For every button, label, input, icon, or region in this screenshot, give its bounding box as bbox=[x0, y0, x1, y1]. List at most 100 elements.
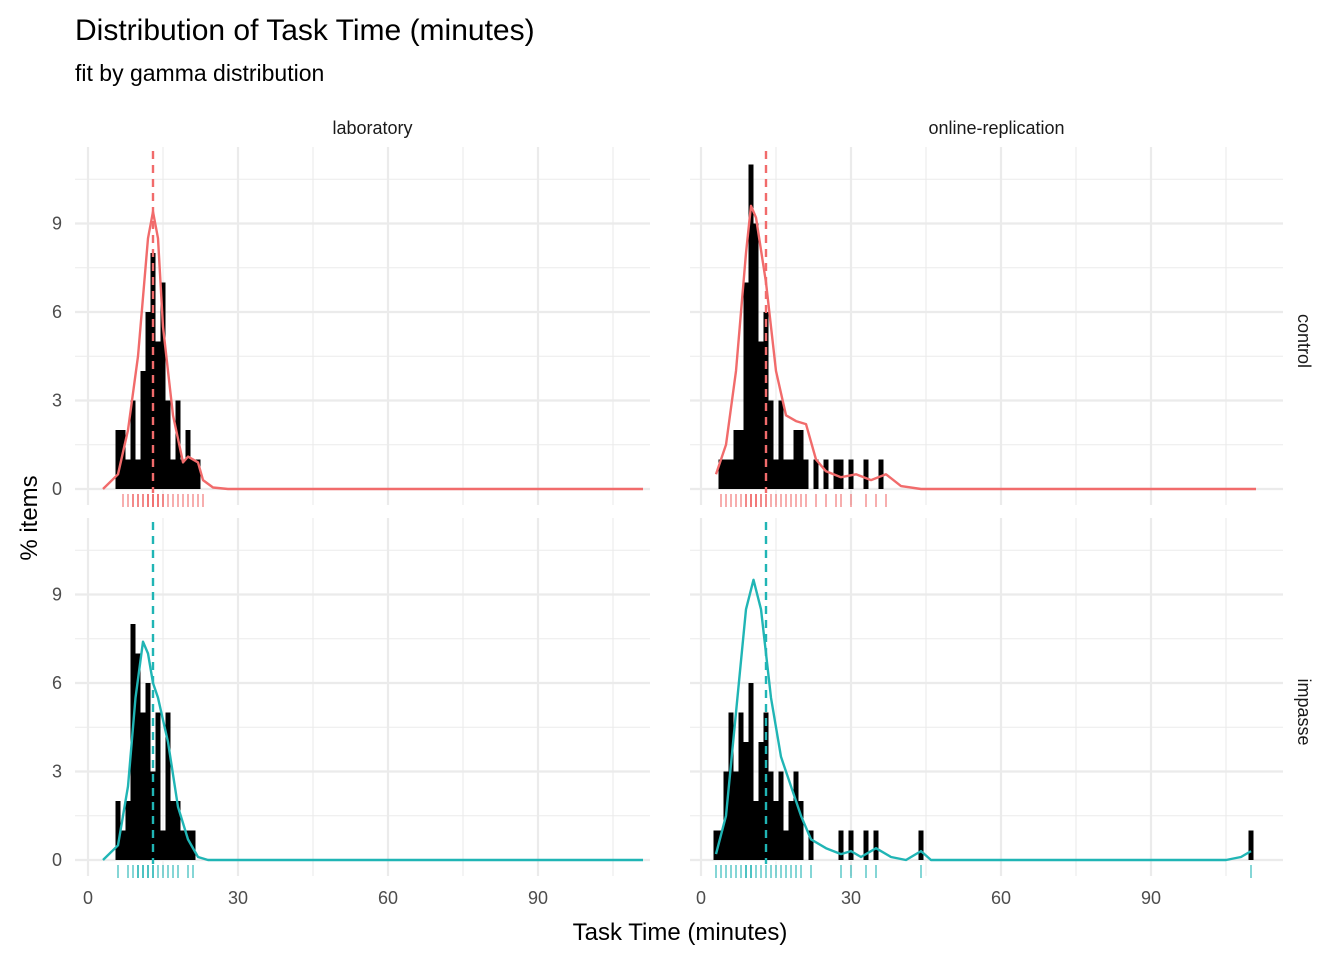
facet-strip-laboratory: laboratory bbox=[332, 118, 412, 138]
histogram-bar bbox=[823, 459, 829, 489]
histogram-bar bbox=[728, 712, 734, 860]
x-tick-label: 30 bbox=[228, 888, 248, 908]
minor-gridlines bbox=[690, 147, 1283, 505]
histogram-bar bbox=[120, 830, 126, 860]
x-tick-label: 30 bbox=[841, 888, 861, 908]
histogram-bar bbox=[753, 801, 759, 860]
y-tick-label: 6 bbox=[52, 673, 62, 693]
histogram-bar bbox=[803, 459, 809, 489]
y-tick-label: 0 bbox=[52, 479, 62, 499]
histogram-bar bbox=[768, 400, 774, 489]
histogram-bar bbox=[838, 830, 844, 860]
histogram-bar bbox=[115, 801, 121, 860]
panel-laboratory-control: 0 3 6 9 bbox=[52, 147, 650, 507]
histogram-bar bbox=[185, 430, 191, 489]
histogram-bar bbox=[718, 459, 724, 489]
minor-gridlines bbox=[75, 518, 650, 876]
histogram-bar bbox=[175, 801, 181, 860]
histogram-bar bbox=[713, 830, 719, 860]
histogram-bar bbox=[763, 712, 769, 860]
histogram-bars bbox=[718, 164, 884, 489]
histogram-bar bbox=[125, 801, 131, 860]
x-tick-label: 60 bbox=[991, 888, 1011, 908]
histogram-bar bbox=[763, 312, 769, 489]
density-curve bbox=[102, 210, 643, 491]
histogram-bar bbox=[773, 801, 779, 860]
histogram-bar bbox=[793, 430, 799, 489]
histogram-bar bbox=[140, 712, 146, 860]
x-tick-label: 0 bbox=[696, 888, 706, 908]
histogram-bar bbox=[773, 459, 779, 489]
histogram-bar bbox=[120, 430, 126, 489]
histogram-bar bbox=[175, 400, 181, 489]
histogram-bar bbox=[783, 830, 789, 860]
rug-marks bbox=[720, 494, 887, 507]
histogram-bar bbox=[743, 742, 749, 860]
histogram-bars bbox=[115, 253, 201, 489]
histogram-bar bbox=[145, 312, 151, 489]
density-curve bbox=[714, 578, 1252, 862]
histogram-bar bbox=[728, 459, 734, 489]
histogram-bar bbox=[180, 459, 186, 489]
histogram-bar bbox=[758, 341, 764, 489]
x-tick-label: 90 bbox=[1141, 888, 1161, 908]
y-tick-label: 9 bbox=[52, 214, 62, 234]
facet-strip-control: control bbox=[1294, 314, 1314, 368]
histogram-bar bbox=[733, 430, 739, 489]
histogram-bar bbox=[115, 430, 121, 489]
histogram-bar bbox=[150, 253, 156, 489]
histogram-bar bbox=[185, 830, 191, 860]
density-curve bbox=[714, 204, 1256, 491]
histogram-bar bbox=[788, 459, 794, 489]
histogram-bar bbox=[778, 400, 784, 489]
histogram-bar bbox=[170, 801, 176, 860]
histogram-bar bbox=[165, 400, 171, 489]
rug-marks bbox=[122, 494, 204, 507]
histogram-bar bbox=[733, 771, 739, 860]
histogram-bar bbox=[150, 771, 156, 860]
histogram-bar bbox=[748, 683, 754, 860]
histogram-bar bbox=[140, 371, 146, 489]
histogram-bar bbox=[918, 830, 924, 860]
chart-title: Distribution of Task Time (minutes) bbox=[75, 14, 535, 47]
chart-subtitle: fit by gamma distribution bbox=[75, 60, 324, 86]
histogram-bars bbox=[115, 624, 196, 860]
y-tick-label: 9 bbox=[52, 585, 62, 605]
panel-online-replication-impasse: 0 30 60 90 bbox=[690, 518, 1283, 908]
histogram-bar bbox=[130, 624, 136, 860]
x-axis-title: Task Time (minutes) bbox=[573, 919, 788, 946]
panel-online-replication-control bbox=[690, 147, 1283, 507]
rug-marks bbox=[715, 865, 1252, 878]
major-gridlines bbox=[75, 518, 650, 876]
rug-marks bbox=[117, 865, 194, 878]
histogram-bar bbox=[738, 712, 744, 860]
histogram-bar bbox=[170, 459, 176, 489]
histogram-bar bbox=[848, 830, 854, 860]
y-tick-label: 3 bbox=[52, 762, 62, 782]
histogram-bar bbox=[793, 771, 799, 860]
histogram-bar bbox=[190, 459, 196, 489]
histogram-bar bbox=[873, 830, 879, 860]
histogram-bar bbox=[190, 830, 196, 860]
histogram-bar bbox=[753, 223, 759, 489]
x-tick-label: 0 bbox=[83, 888, 93, 908]
histogram-bar bbox=[155, 341, 161, 489]
histogram-bar bbox=[863, 459, 869, 489]
histogram-bar bbox=[195, 459, 201, 489]
facet-strip-online-replication: online-replication bbox=[928, 118, 1064, 138]
x-tick-label: 90 bbox=[528, 888, 548, 908]
histogram-bar bbox=[125, 459, 131, 489]
histogram-bar bbox=[743, 282, 749, 489]
histogram-bar bbox=[160, 282, 166, 489]
y-tick-label: 0 bbox=[52, 850, 62, 870]
histogram-bar bbox=[723, 459, 729, 489]
histogram-bar bbox=[748, 164, 754, 489]
histogram-bar bbox=[165, 712, 171, 860]
histogram-bar bbox=[738, 430, 744, 489]
y-tick-label: 6 bbox=[52, 302, 62, 322]
histogram-bar bbox=[768, 771, 774, 860]
histogram-bar bbox=[798, 430, 804, 489]
